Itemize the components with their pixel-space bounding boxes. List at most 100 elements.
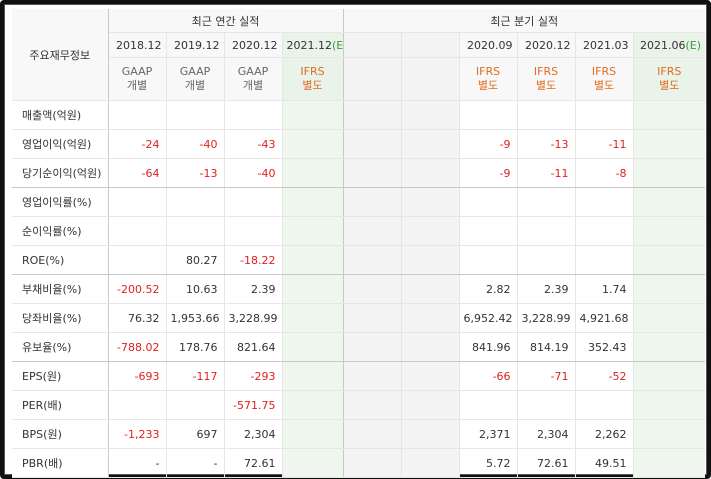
data-cell: -13	[517, 129, 576, 159]
statement-type: 별도	[659, 79, 680, 92]
period-year: 2021.12	[286, 38, 333, 52]
data-cell	[459, 100, 518, 130]
data-cell	[282, 187, 344, 217]
data-cell: -13	[166, 158, 225, 188]
data-cell: -66	[459, 361, 518, 391]
accounting-standard: IFRS 별도	[575, 57, 634, 101]
data-cell: 821.64	[224, 332, 283, 362]
data-cell	[343, 187, 402, 217]
data-cell	[401, 129, 460, 159]
data-cell: 2.82	[459, 274, 518, 304]
data-cell	[401, 187, 460, 217]
data-cell: 1,953.66	[166, 303, 225, 333]
table-row: 당기순이익(억원) -64 -13 -40 -9 -11 -8	[12, 158, 706, 188]
data-cell	[575, 100, 634, 130]
data-cell	[459, 187, 518, 217]
data-cell: -	[166, 448, 225, 478]
row-label: 매출액(억원)	[12, 100, 109, 130]
statement-type: 별도	[535, 79, 557, 92]
data-cell: -40	[166, 129, 225, 159]
table-row: BPS(원) -1,233 697 2,304 2,371 2,304 2,262	[12, 419, 706, 449]
data-cell	[282, 129, 344, 159]
data-cell	[633, 361, 706, 391]
period-header: 2019.12	[166, 32, 225, 58]
accounting-standard: GAAP 개별	[108, 57, 167, 101]
data-cell	[108, 216, 167, 246]
data-cell	[517, 390, 576, 420]
data-cell	[343, 129, 402, 159]
row-label: 영업이익률(%)	[12, 187, 109, 217]
data-cell	[575, 187, 634, 217]
standard-type: IFRS	[591, 65, 617, 78]
period-header: 2021.12(E)	[282, 32, 344, 58]
accounting-standard: IFRS 별도	[459, 57, 518, 101]
data-cell	[166, 100, 225, 130]
table-row: 순이익률(%)	[12, 216, 706, 246]
data-cell: 178.76	[166, 332, 225, 362]
period-header: 2021.06(E)	[633, 32, 706, 58]
data-cell: -693	[108, 361, 167, 391]
data-cell: 3,228.99	[224, 303, 283, 333]
data-cell	[282, 332, 344, 362]
accounting-standard	[343, 57, 402, 101]
data-cell: 841.96	[459, 332, 518, 362]
period-year: 2021.06	[639, 38, 686, 52]
data-cell	[633, 332, 706, 362]
data-cell	[282, 100, 344, 130]
data-cell	[282, 274, 344, 304]
table-row: 유보율(%) -788.02 178.76 821.64 841.96 814.19 352…	[12, 332, 706, 362]
table-row: 부채비율(%) -200.52 10.63 2.39 2.82 2.39 1.74	[12, 274, 706, 304]
data-cell	[517, 100, 576, 130]
data-cell: 2,304	[517, 419, 576, 449]
accounting-standard: IFRS 별도	[517, 57, 576, 101]
accounting-standard	[401, 57, 460, 101]
data-cell	[633, 448, 706, 478]
data-cell: 2.39	[517, 274, 576, 304]
quarter-section-title: 최근 분기 실적	[343, 9, 706, 33]
period-year: 2019.12	[174, 38, 220, 52]
data-cell: 2,304	[224, 419, 283, 449]
table-row: 당좌비율(%) 76.32 1,953.66 3,228.99 6,952.42 3,22…	[12, 303, 706, 333]
period-header: 2020.12	[517, 32, 576, 58]
data-cell: -1,233	[108, 419, 167, 449]
data-cell	[633, 158, 706, 188]
row-label: 당기순이익(억원)	[12, 158, 109, 188]
accounting-standard: GAAP 개별	[224, 57, 283, 101]
table-row: EPS(원) -693 -117 -293 -66 -71 -52	[12, 361, 706, 391]
data-cell	[343, 303, 402, 333]
table-row: PBR(배) - -72.61 5.72 72.61 49.51	[12, 448, 706, 478]
data-cell: 49.51	[575, 448, 634, 478]
table-row: 매출액(억원)	[12, 100, 706, 130]
data-cell: 72.61	[224, 448, 283, 478]
data-cell: 814.19	[517, 332, 576, 362]
data-cell: -52	[575, 361, 634, 391]
period-year: 2021.03	[583, 38, 629, 52]
row-label: 당좌비율(%)	[12, 303, 109, 333]
standard-type: GAAP	[237, 65, 269, 78]
data-cell	[633, 390, 706, 420]
period-year: 2020.12	[232, 38, 278, 52]
period-header: 2021.03	[575, 32, 634, 58]
data-cell	[517, 187, 576, 217]
standard-type: GAAP	[121, 65, 153, 78]
data-cell	[224, 216, 283, 246]
data-cell	[108, 390, 167, 420]
statement-type: 개별	[126, 79, 148, 92]
data-cell	[343, 419, 402, 449]
data-cell: 697	[166, 419, 225, 449]
standard-type: IFRS	[533, 65, 559, 78]
accounting-standard: GAAP 개별	[166, 57, 225, 101]
data-cell	[401, 158, 460, 188]
standard-type: GAAP	[179, 65, 211, 78]
data-cell: 5.72	[459, 448, 518, 478]
data-cell: -9	[459, 129, 518, 159]
estimate-mark: (E)	[332, 38, 344, 52]
data-cell	[401, 390, 460, 420]
data-cell	[633, 245, 706, 275]
data-cell	[575, 390, 634, 420]
data-cell: 2,262	[575, 419, 634, 449]
period-year: 2018.12	[116, 38, 162, 52]
data-cell	[224, 187, 283, 217]
data-cell	[401, 303, 460, 333]
data-cell	[343, 100, 402, 130]
